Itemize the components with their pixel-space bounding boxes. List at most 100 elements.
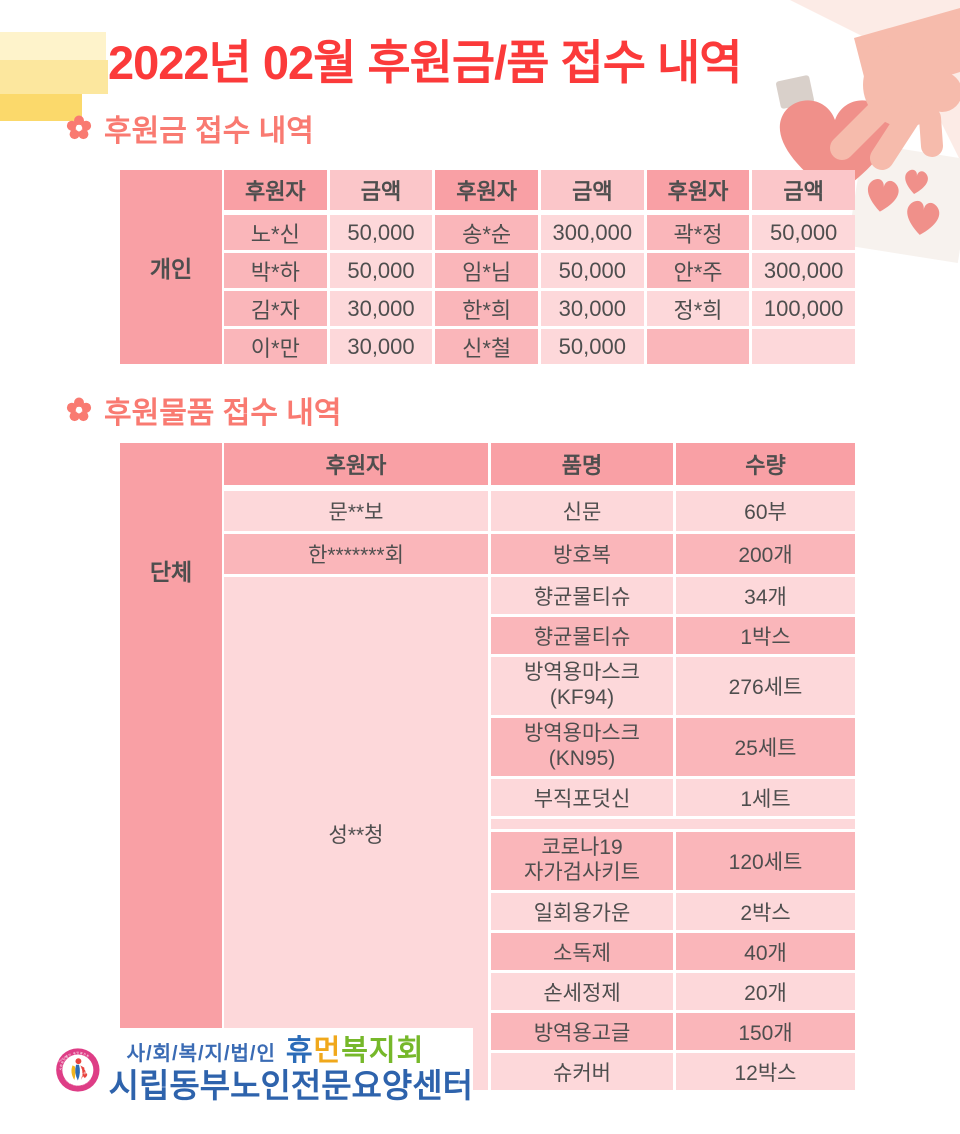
money-header-amount: 금액 (540, 170, 644, 210)
money-donor-cell: 안*주 (646, 253, 750, 288)
money-donor-cell: 곽*정 (646, 215, 750, 250)
money-amount-cell: 30,000 (329, 329, 433, 364)
goods-row: 일회용가운 2박스 (491, 893, 855, 930)
money-header-amount: 금액 (329, 170, 433, 210)
goods-item-cell: 소독제 (491, 933, 673, 970)
section-heading-goods-label: 후원물품 접수 내역 (104, 397, 342, 430)
goods-merged-donor-section: 성**청 향균물티슈 34개 향균물티슈 1박스 방역용마스크 (KF94) 276세트 방… (224, 577, 855, 1090)
goods-row: 방역용마스크 (KF94) 276세트 (491, 657, 855, 715)
flower-bullet-icon (66, 397, 92, 422)
money-amount-cell: 30,000 (329, 291, 433, 326)
money-table-header-row: 후원자 금액 후원자 금액 후원자 금액 (224, 170, 855, 210)
money-amount-cell: 300,000 (752, 253, 855, 288)
goods-item-cell: 일회용가운 (491, 893, 673, 930)
yellow-deco-bar-2 (0, 60, 108, 94)
money-table-body: 노*신 50,000 송*순 300,000 곽*정 50,000 박*하 50,000 임*님… (224, 215, 855, 364)
goods-donor-cell: 문**보 (224, 491, 488, 531)
goods-table-row-label-text: 단체 (149, 559, 193, 585)
emblem-since-text: SINCE 2008 (58, 1054, 69, 1063)
goods-merged-rows: 향균물티슈 34개 향균물티슈 1박스 방역용마스크 (KF94) 276세트 방역용마스크… (491, 577, 855, 1090)
goods-row: 방역용마스크 (KN95) 25세트 (491, 718, 855, 776)
goods-qty-cell: 200개 (676, 534, 855, 574)
goods-item-cell: 손세정제 (491, 973, 673, 1010)
hand-heart-donation-illustration (776, 0, 960, 264)
money-donor-cell: 박*하 (224, 253, 327, 288)
money-donor-cell: 송*순 (435, 215, 538, 250)
money-amount-cell: 50,000 (540, 329, 644, 364)
money-donor-cell: 신*철 (435, 329, 538, 364)
yellow-deco-bar-1 (0, 32, 106, 60)
goods-table-data-area: 후원자 품명 수량 문**보 신문 60부 한*******회 방호복 200개 성**청 향… (224, 443, 855, 1090)
money-donor-cell: 이*만 (224, 329, 327, 364)
footer-logo: 사회복지법인 휴먼복지회 Human Social Welfare Founda… (55, 1028, 473, 1112)
goods-item-cell: 슈커버 (491, 1053, 673, 1090)
flower-bullet-icon (66, 115, 92, 140)
goods-qty-cell: 150개 (676, 1013, 855, 1050)
money-header-donor: 후원자 (646, 170, 750, 210)
goods-qty-cell: 40개 (676, 933, 855, 970)
money-donor-cell: 임*님 (435, 253, 538, 288)
goods-table-body: 문**보 신문 60부 한*******회 방호복 200개 성**청 향균물티슈 34개 향… (224, 491, 855, 1090)
money-donor-cell (646, 329, 750, 364)
money-amount-cell: 300,000 (540, 215, 644, 250)
goods-qty-cell: 60부 (676, 491, 855, 531)
money-donor-cell: 노*신 (224, 215, 327, 250)
goods-header-qty: 수량 (676, 443, 855, 485)
goods-item-cell: 향균물티슈 (491, 577, 673, 614)
goods-table: 단체 후원자 품명 수량 문**보 신문 60부 한*******회 방호복 200개 성**… (120, 443, 855, 1091)
goods-item-cell: 방역용마스크 (KN95) (491, 718, 673, 776)
money-donor-cell: 한*희 (435, 291, 538, 326)
goods-row: 소독제 40개 (491, 933, 855, 970)
money-table-data-area: 후원자 금액 후원자 금액 후원자 금액 노*신 50,000 송*순 300,000 곽*정 50… (224, 170, 855, 364)
goods-header-donor: 후원자 (224, 443, 488, 485)
goods-qty-cell: 276세트 (676, 657, 855, 715)
goods-qty-cell: 20개 (676, 973, 855, 1010)
goods-item-cell: 신문 (491, 491, 673, 531)
org-name-text: 휴먼복지회 (285, 1035, 425, 1068)
page-title: 2022년 02월 후원금/품 접수 내역 (108, 36, 743, 89)
money-amount-cell: 50,000 (540, 253, 644, 288)
money-donor-cell: 김*자 (224, 291, 327, 326)
goods-row: 문**보 신문 60부 (224, 491, 855, 531)
goods-donor-cell: 한*******회 (224, 534, 488, 574)
emblem-person-figure (71, 1058, 88, 1081)
goods-item-cell: 방호복 (491, 534, 673, 574)
money-amount-cell: 100,000 (752, 291, 855, 326)
goods-item-cell: 방역용마스크 (KF94) (491, 657, 673, 715)
goods-donor-cell: 성**청 (224, 577, 488, 1090)
goods-qty-cell: 25세트 (676, 718, 855, 776)
goods-row: 한*******회 방호복 200개 (224, 534, 855, 574)
goods-qty-cell: 34개 (676, 577, 855, 614)
goods-row: 슈커버 12박스 (491, 1053, 855, 1090)
goods-qty-cell: 1박스 (676, 617, 855, 654)
money-header-amount: 금액 (752, 170, 855, 210)
footer-logo-text: 사/회/복/지/법/인 휴먼복지회 시립동부노인전문요양센터 (109, 1036, 473, 1103)
goods-qty-cell: 2박스 (676, 893, 855, 930)
money-header-donor: 후원자 (224, 170, 327, 210)
goods-row: 손세정제 20개 (491, 973, 855, 1010)
goods-item-cell: 향균물티슈 (491, 617, 673, 654)
goods-item-cell: 코로나19 자가검사키트 (491, 832, 673, 890)
goods-row: 향균물티슈 1박스 (491, 617, 855, 654)
money-table-row-label: 개인 (120, 170, 222, 364)
money-amount-cell: 50,000 (752, 215, 855, 250)
hand (830, 8, 960, 170)
foundation-emblem-logo: 사회복지법인 휴먼복지회 Human Social Welfare Founda… (56, 1048, 100, 1092)
goods-table-row-label: 단체 (120, 443, 222, 1091)
goods-row: 방역용고글 150개 (491, 1013, 855, 1050)
goods-spacer-row (491, 819, 855, 829)
small-cube (776, 75, 814, 109)
money-amount-cell: 30,000 (540, 291, 644, 326)
donation-box (847, 142, 960, 264)
goods-qty-cell: 12박스 (676, 1053, 855, 1090)
money-amount-cell: 50,000 (329, 215, 433, 250)
goods-row: 부직포덧신 1세트 (491, 779, 855, 816)
money-header-donor: 후원자 (435, 170, 538, 210)
money-table-row-label-text: 개인 (149, 256, 193, 282)
money-table: 개인 후원자 금액 후원자 금액 후원자 금액 노*신 50,000 송*순 300,000 곽*… (120, 170, 855, 364)
goods-item-cell: 부직포덧신 (491, 779, 673, 816)
goods-item-cell: 방역용고글 (491, 1013, 673, 1050)
org-name-line: 사/회/복/지/법/인 휴먼복지회 (127, 1036, 473, 1066)
goods-qty-cell: 1세트 (676, 779, 855, 816)
center-name-text: 시립동부노인전문요양센터 (108, 1066, 473, 1104)
